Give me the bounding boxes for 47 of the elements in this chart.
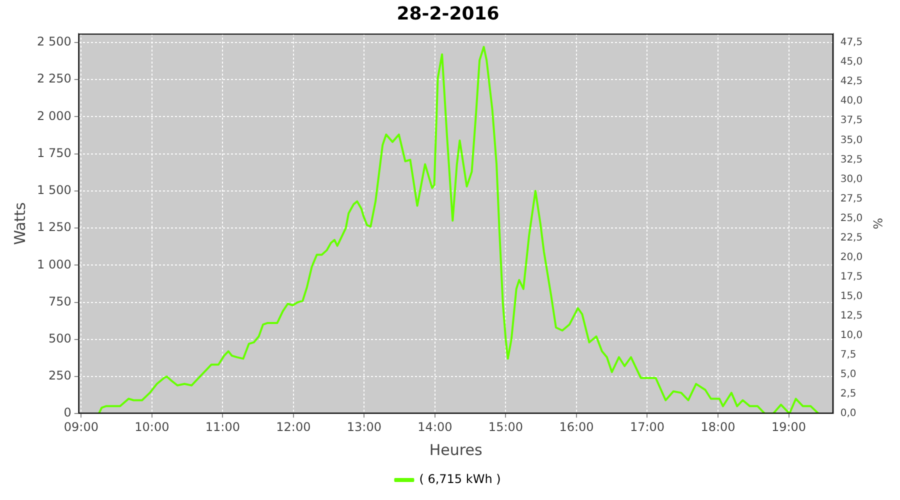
x-tick-label: 09:00 (64, 420, 98, 434)
y2-tick-label: 15,0 (840, 291, 863, 302)
x-tick-label: 11:00 (205, 420, 240, 434)
y2-tick-label: 25,0 (840, 212, 863, 224)
y-tick-label: 2 500 (36, 34, 72, 49)
y2-tick-label: 27,5 (840, 193, 863, 204)
y2-tick-label: 40,0 (840, 96, 863, 107)
x-tick-label: 16:00 (559, 420, 594, 434)
y2-tick-label: 0,0 (840, 408, 856, 420)
y2-tick-label: 5,0 (840, 369, 856, 380)
y2-tick-label: 37,5 (840, 115, 863, 126)
y2-tick-label: 2,5 (840, 388, 856, 400)
x-tick-label: 15:00 (488, 420, 524, 434)
y-tick-label: 750 (48, 294, 72, 308)
y2-tick-label: 7,5 (840, 350, 856, 361)
y-tick-label: 500 (48, 332, 72, 346)
y2-tick-label: 47,5 (840, 37, 863, 48)
x-tick-label: 14:00 (418, 420, 452, 434)
y-tick-label: 2 250 (36, 72, 72, 86)
y2-tick-label: 30,0 (840, 174, 863, 185)
x-tick-label: 13:00 (346, 420, 382, 434)
y-tick-label: 250 (48, 368, 72, 383)
y-tick-label: 2 000 (36, 108, 72, 123)
y2-tick-label: 20,0 (840, 252, 863, 263)
y-tick-label: 1 750 (36, 146, 72, 160)
y-tick-label: 1 500 (36, 183, 72, 198)
chart-title: 28-2-2016 (396, 3, 500, 24)
y2-tick-label: 45,0 (840, 56, 863, 68)
y2-axis-title: % (870, 218, 885, 230)
x-axis-title: Heures (429, 440, 482, 459)
x-tick-label: 17:00 (630, 420, 665, 434)
y2-tick-label: 12,5 (840, 310, 863, 322)
x-tick-label: 19:00 (771, 420, 806, 434)
y2-tick-label: 32,5 (840, 154, 863, 166)
y2-tick-label: 35,0 (840, 134, 863, 146)
y-tick-label: 0 (64, 406, 72, 420)
y2-tick-label: 22,5 (840, 232, 863, 244)
y-tick-label: 1 000 (36, 257, 72, 272)
x-tick-label: 10:00 (134, 420, 170, 434)
x-tick-label: 18:00 (700, 420, 736, 434)
y2-tick-label: 42,5 (840, 76, 863, 88)
y2-tick-label: 10,0 (840, 330, 863, 342)
y2-tick-label: 17,5 (840, 271, 863, 282)
legend-label: ( 6,715 kWh ) (419, 472, 501, 486)
y-axis-title: Watts (10, 202, 29, 245)
x-tick-label: 12:00 (276, 420, 311, 434)
y-tick-label: 1 250 (36, 220, 72, 234)
